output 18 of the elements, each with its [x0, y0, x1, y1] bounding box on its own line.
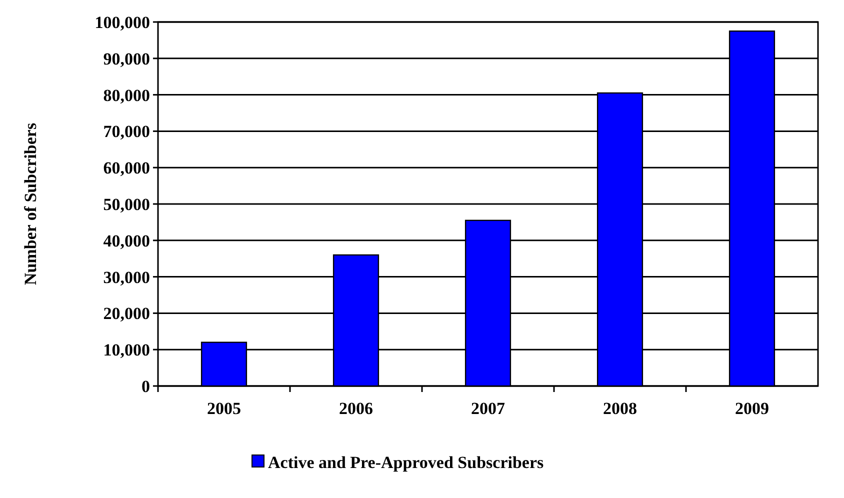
- x-tick-label: 2008: [603, 399, 637, 418]
- x-tick-label: 2007: [471, 399, 506, 418]
- x-tick-label: 2009: [735, 399, 769, 418]
- x-tick-label: 2006: [339, 399, 373, 418]
- y-tick-label: 20,000: [103, 304, 150, 324]
- y-tick-label: 90,000: [103, 49, 150, 68]
- y-tick-label: 80,000: [103, 86, 150, 105]
- y-tick-label: 0: [142, 376, 150, 396]
- y-tick-label: 50,000: [103, 194, 150, 214]
- y-axis-title: Number of Subcribers: [20, 122, 40, 286]
- x-tick-label: 2005: [207, 399, 241, 418]
- y-tick-label: 10,000: [103, 340, 150, 360]
- y-tick-label: 100,000: [94, 12, 150, 32]
- y-tick-label: 40,000: [103, 231, 150, 250]
- y-tick-label: 70,000: [103, 122, 150, 142]
- y-tick-label: 60,000: [103, 158, 150, 178]
- y-tick-label: 30,000: [103, 268, 150, 287]
- legend-label: Active and Pre-Approved Subscribers: [268, 452, 544, 472]
